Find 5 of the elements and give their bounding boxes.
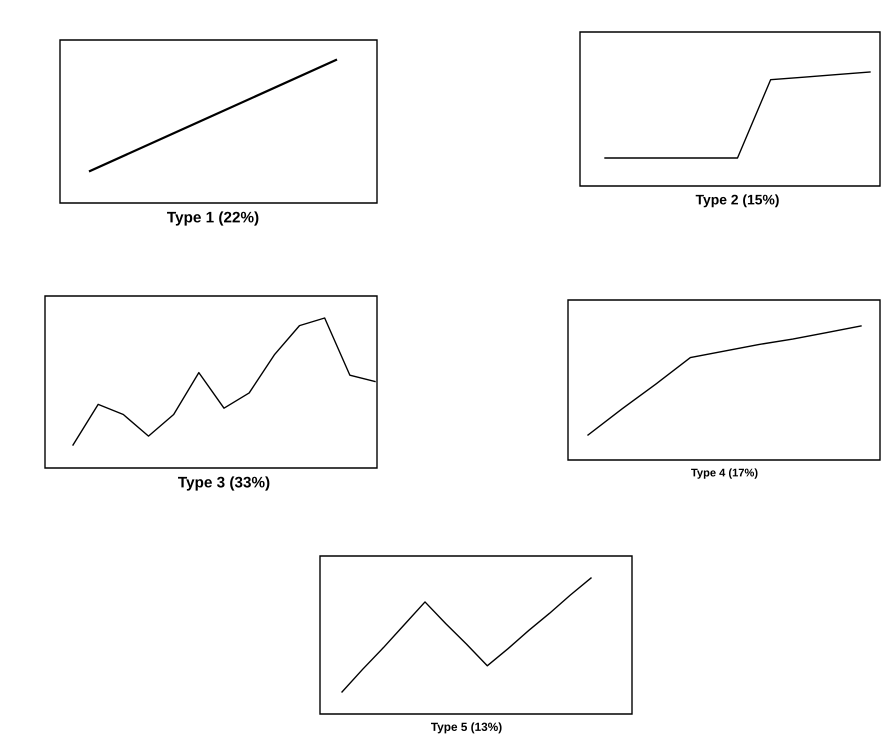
x-axis-title: Type 3 (33%) bbox=[178, 476, 270, 491]
x-axis-title: Type 2 (15%) bbox=[696, 194, 779, 208]
x-axis-title: Type 5 (13%) bbox=[430, 722, 502, 734]
x-axis-title: Type 1 (22%) bbox=[167, 211, 258, 226]
x-axis-title: Type 4 (17%) bbox=[691, 468, 758, 479]
